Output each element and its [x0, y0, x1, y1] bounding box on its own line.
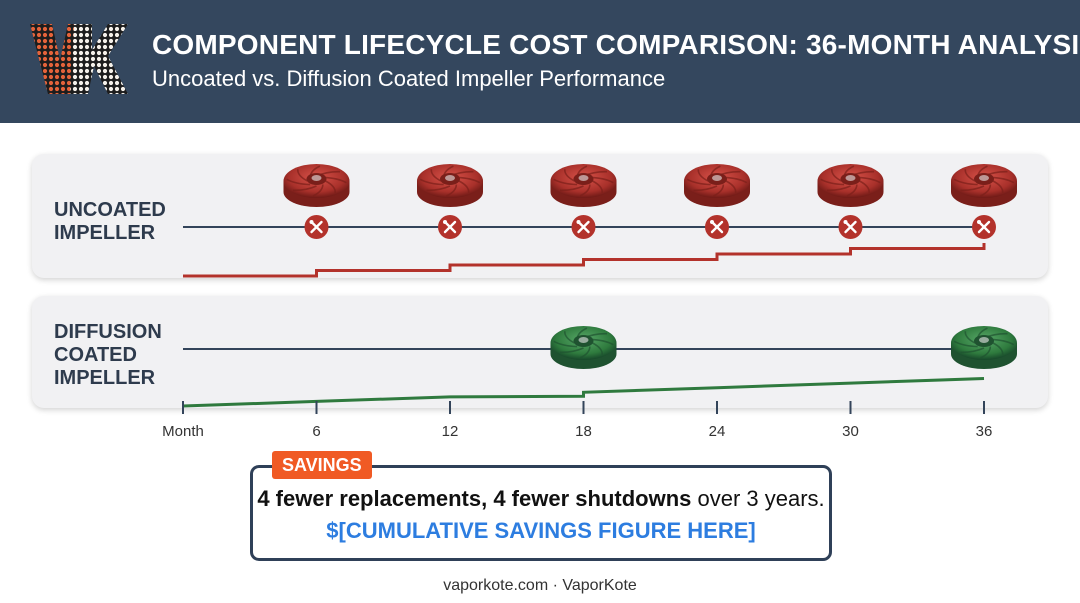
page-title: COMPONENT LIFECYCLE COST COMPARISON: 36-…	[152, 29, 1080, 60]
axis-tick-label: 36	[976, 423, 993, 440]
coated-panel	[32, 296, 1048, 408]
axis-tick-label: 24	[709, 423, 726, 440]
axis-tick-label: 6	[312, 423, 320, 440]
coated-impeller-icon	[550, 326, 617, 369]
uncoated-impeller-icon	[817, 164, 884, 207]
wrench-screwdriver-icon	[972, 215, 996, 239]
uncoated-row-label: UNCOATED IMPELLER	[54, 199, 166, 244]
wrench-screwdriver-icon	[438, 215, 462, 239]
vaporkote-logo: VK	[30, 24, 128, 94]
uncoated-impeller-icon	[951, 164, 1017, 207]
uncoated-impeller-icon	[283, 164, 350, 207]
uncoated-impeller-icon	[684, 164, 750, 207]
lifecycle-timeline-chart: Month 6 12 18 24 30 36	[162, 164, 1017, 440]
axis-label: Month	[162, 423, 204, 440]
coated-cost-line	[182, 377, 985, 408]
coated-impeller-icon	[951, 326, 1017, 369]
savings-tag: SAVINGS	[272, 451, 372, 479]
uncoated-impeller-icon	[417, 164, 483, 207]
axis-tick-label: 30	[842, 423, 859, 440]
wrench-screwdriver-icon	[571, 215, 596, 239]
axis-tick-label: 12	[442, 423, 459, 440]
coated-row-label: DIFFUSION COATED IMPELLER	[54, 321, 162, 389]
savings-summary-bold: 4 fewer replacements, 4 fewer shutdowns	[257, 486, 692, 511]
uncoated-cost-line	[183, 243, 986, 278]
wrench-screwdriver-icon	[304, 215, 329, 239]
savings-callout	[250, 465, 832, 561]
uncoated-impeller-icon	[550, 164, 617, 207]
header-bar: VK COMPONENT LIFECYCLE COST COMPARISON: …	[0, 0, 1080, 123]
wrench-screwdriver-icon	[838, 215, 863, 239]
footer-credit: vaporkote.com · VaporKote	[443, 577, 637, 594]
savings-summary: 4 fewer replacements, 4 fewer shutdowns …	[250, 486, 832, 512]
savings-figure-placeholder: $[CUMULATIVE SAVINGS FIGURE HERE]	[326, 518, 756, 543]
page-subtitle: Uncoated vs. Diffusion Coated Impeller P…	[152, 66, 666, 91]
savings-summary-rest: over 3 years.	[691, 486, 825, 511]
wrench-screwdriver-icon	[705, 215, 729, 239]
axis-tick-label: 18	[575, 423, 592, 440]
